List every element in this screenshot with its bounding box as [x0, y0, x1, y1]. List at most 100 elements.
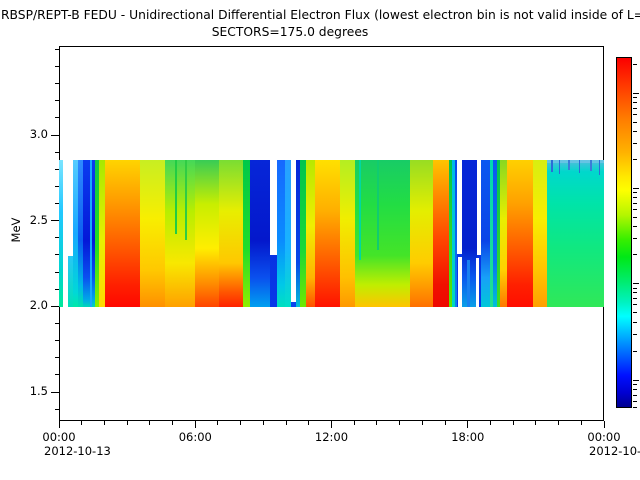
colorbar-minor-tick — [633, 383, 637, 385]
x-tick-label: 12:00 — [314, 430, 349, 444]
heatmap-stripe — [59, 160, 63, 307]
y-minor-tick — [55, 357, 59, 359]
heatmap-stripe — [140, 160, 165, 307]
heatmap-stripe — [250, 160, 270, 307]
x-minor-tick — [376, 421, 378, 425]
colorbar-minor-tick — [633, 107, 637, 109]
colorbar-minor-tick — [633, 303, 637, 305]
x-minor-tick — [217, 421, 219, 425]
y-minor-tick — [55, 100, 59, 102]
x-date-label: 2012-10-13 — [44, 444, 111, 458]
colorbar-minor-tick — [633, 287, 637, 289]
y-minor-tick — [55, 185, 59, 187]
colorbar-minor-tick — [633, 113, 637, 115]
heatmap-stripe — [547, 160, 604, 307]
y-minor-tick — [55, 203, 59, 204]
colorbar-major-tick — [633, 187, 639, 189]
colorbar-minor-tick — [633, 142, 637, 144]
data-gap — [270, 160, 277, 255]
heatmap-stripe — [300, 160, 306, 307]
x-minor-tick — [444, 421, 446, 425]
x-minor-tick — [262, 421, 264, 425]
heatmap-stripe — [507, 160, 533, 307]
colorbar-minor-tick — [633, 297, 637, 299]
y-minor-tick — [55, 374, 59, 376]
data-gap — [458, 257, 462, 307]
x-tick-label: 00:00 — [587, 430, 621, 444]
heatmap-stripe — [277, 160, 285, 307]
colorbar-minor-tick — [633, 253, 637, 255]
colorbar-minor-tick — [633, 202, 637, 204]
x-minor-tick — [558, 421, 560, 425]
x-major-tick — [603, 421, 605, 428]
y-minor-tick — [55, 271, 59, 273]
heatmap-stripe — [497, 160, 500, 307]
colorbar-minor-tick — [633, 158, 637, 160]
y-minor-tick — [55, 340, 59, 342]
data-gap — [477, 160, 481, 255]
x-tick-label: 00:00 — [42, 430, 76, 444]
heatmap-stripe — [99, 160, 105, 307]
colorbar-minor-tick — [633, 321, 637, 323]
heatmap-stripe — [481, 160, 490, 307]
y-minor-tick — [55, 65, 59, 67]
x-minor-tick — [580, 421, 582, 425]
colorbar-minor-tick — [633, 63, 637, 65]
y-minor-tick — [55, 254, 59, 256]
x-minor-tick — [535, 421, 537, 425]
heatmap-stripe — [449, 160, 452, 307]
heatmap-stripe — [452, 160, 455, 307]
heatmap-stripe — [95, 160, 99, 307]
heatmap-streak — [467, 260, 470, 307]
y-minor-tick — [55, 323, 59, 324]
heatmap-stripe — [490, 160, 493, 307]
colorbar-minor-tick — [633, 350, 637, 352]
colorbar-minor-tick — [633, 225, 637, 227]
colorbar-major-tick — [633, 282, 639, 284]
colorbar-minor-tick — [633, 130, 637, 132]
data-gap — [63, 160, 73, 256]
y-minor-tick — [55, 83, 59, 85]
x-minor-tick — [353, 421, 355, 425]
y-minor-tick — [55, 288, 59, 290]
heatmap-stripe — [296, 160, 300, 307]
colorbar-minor-tick — [633, 394, 637, 396]
x-minor-tick — [399, 421, 401, 425]
heatmap-stripe — [355, 160, 410, 307]
heatmap-stripe — [219, 160, 243, 307]
heatmap-stripe — [340, 160, 355, 307]
heatmap-streak — [559, 160, 560, 174]
heatmap-stripe — [462, 160, 477, 307]
x-minor-tick — [172, 421, 174, 425]
heatmap-stripe — [105, 160, 140, 307]
heatmap-stripe — [285, 160, 291, 307]
heatmap-streak — [599, 160, 600, 175]
x-minor-tick — [240, 421, 242, 425]
plot-title-line1: RBSP/REPT-B FEDU - Unidirectional Differ… — [1, 8, 640, 22]
colorbar-minor-tick — [633, 191, 637, 193]
heatmap-streak — [568, 160, 570, 170]
x-minor-tick — [489, 421, 491, 425]
heatmap-stripe — [315, 160, 340, 307]
x-minor-tick — [149, 421, 151, 425]
heatmap-stripe — [243, 160, 250, 307]
x-date-label: 2012-10- — [589, 444, 640, 458]
y-major-tick — [51, 305, 59, 307]
colorbar-minor-tick — [633, 388, 637, 390]
heatmap-stripe — [73, 160, 78, 307]
heatmap-streak — [175, 160, 177, 234]
y-major-tick — [51, 391, 59, 393]
colorbar-minor-tick — [633, 333, 637, 335]
heatmap-streak — [547, 160, 604, 163]
plot-title-line2: SECTORS=175.0 degrees — [211, 25, 369, 39]
y-minor-tick — [55, 117, 59, 119]
colorbar-minor-tick — [633, 196, 637, 198]
heatmap-stripe — [83, 160, 95, 307]
y-major-tick — [51, 220, 59, 222]
x-tick-label: 06:00 — [178, 430, 212, 444]
x-major-tick — [58, 421, 60, 428]
x-minor-tick — [512, 421, 514, 425]
colorbar-major-tick — [633, 92, 639, 94]
colorbar-minor-tick — [633, 400, 637, 402]
